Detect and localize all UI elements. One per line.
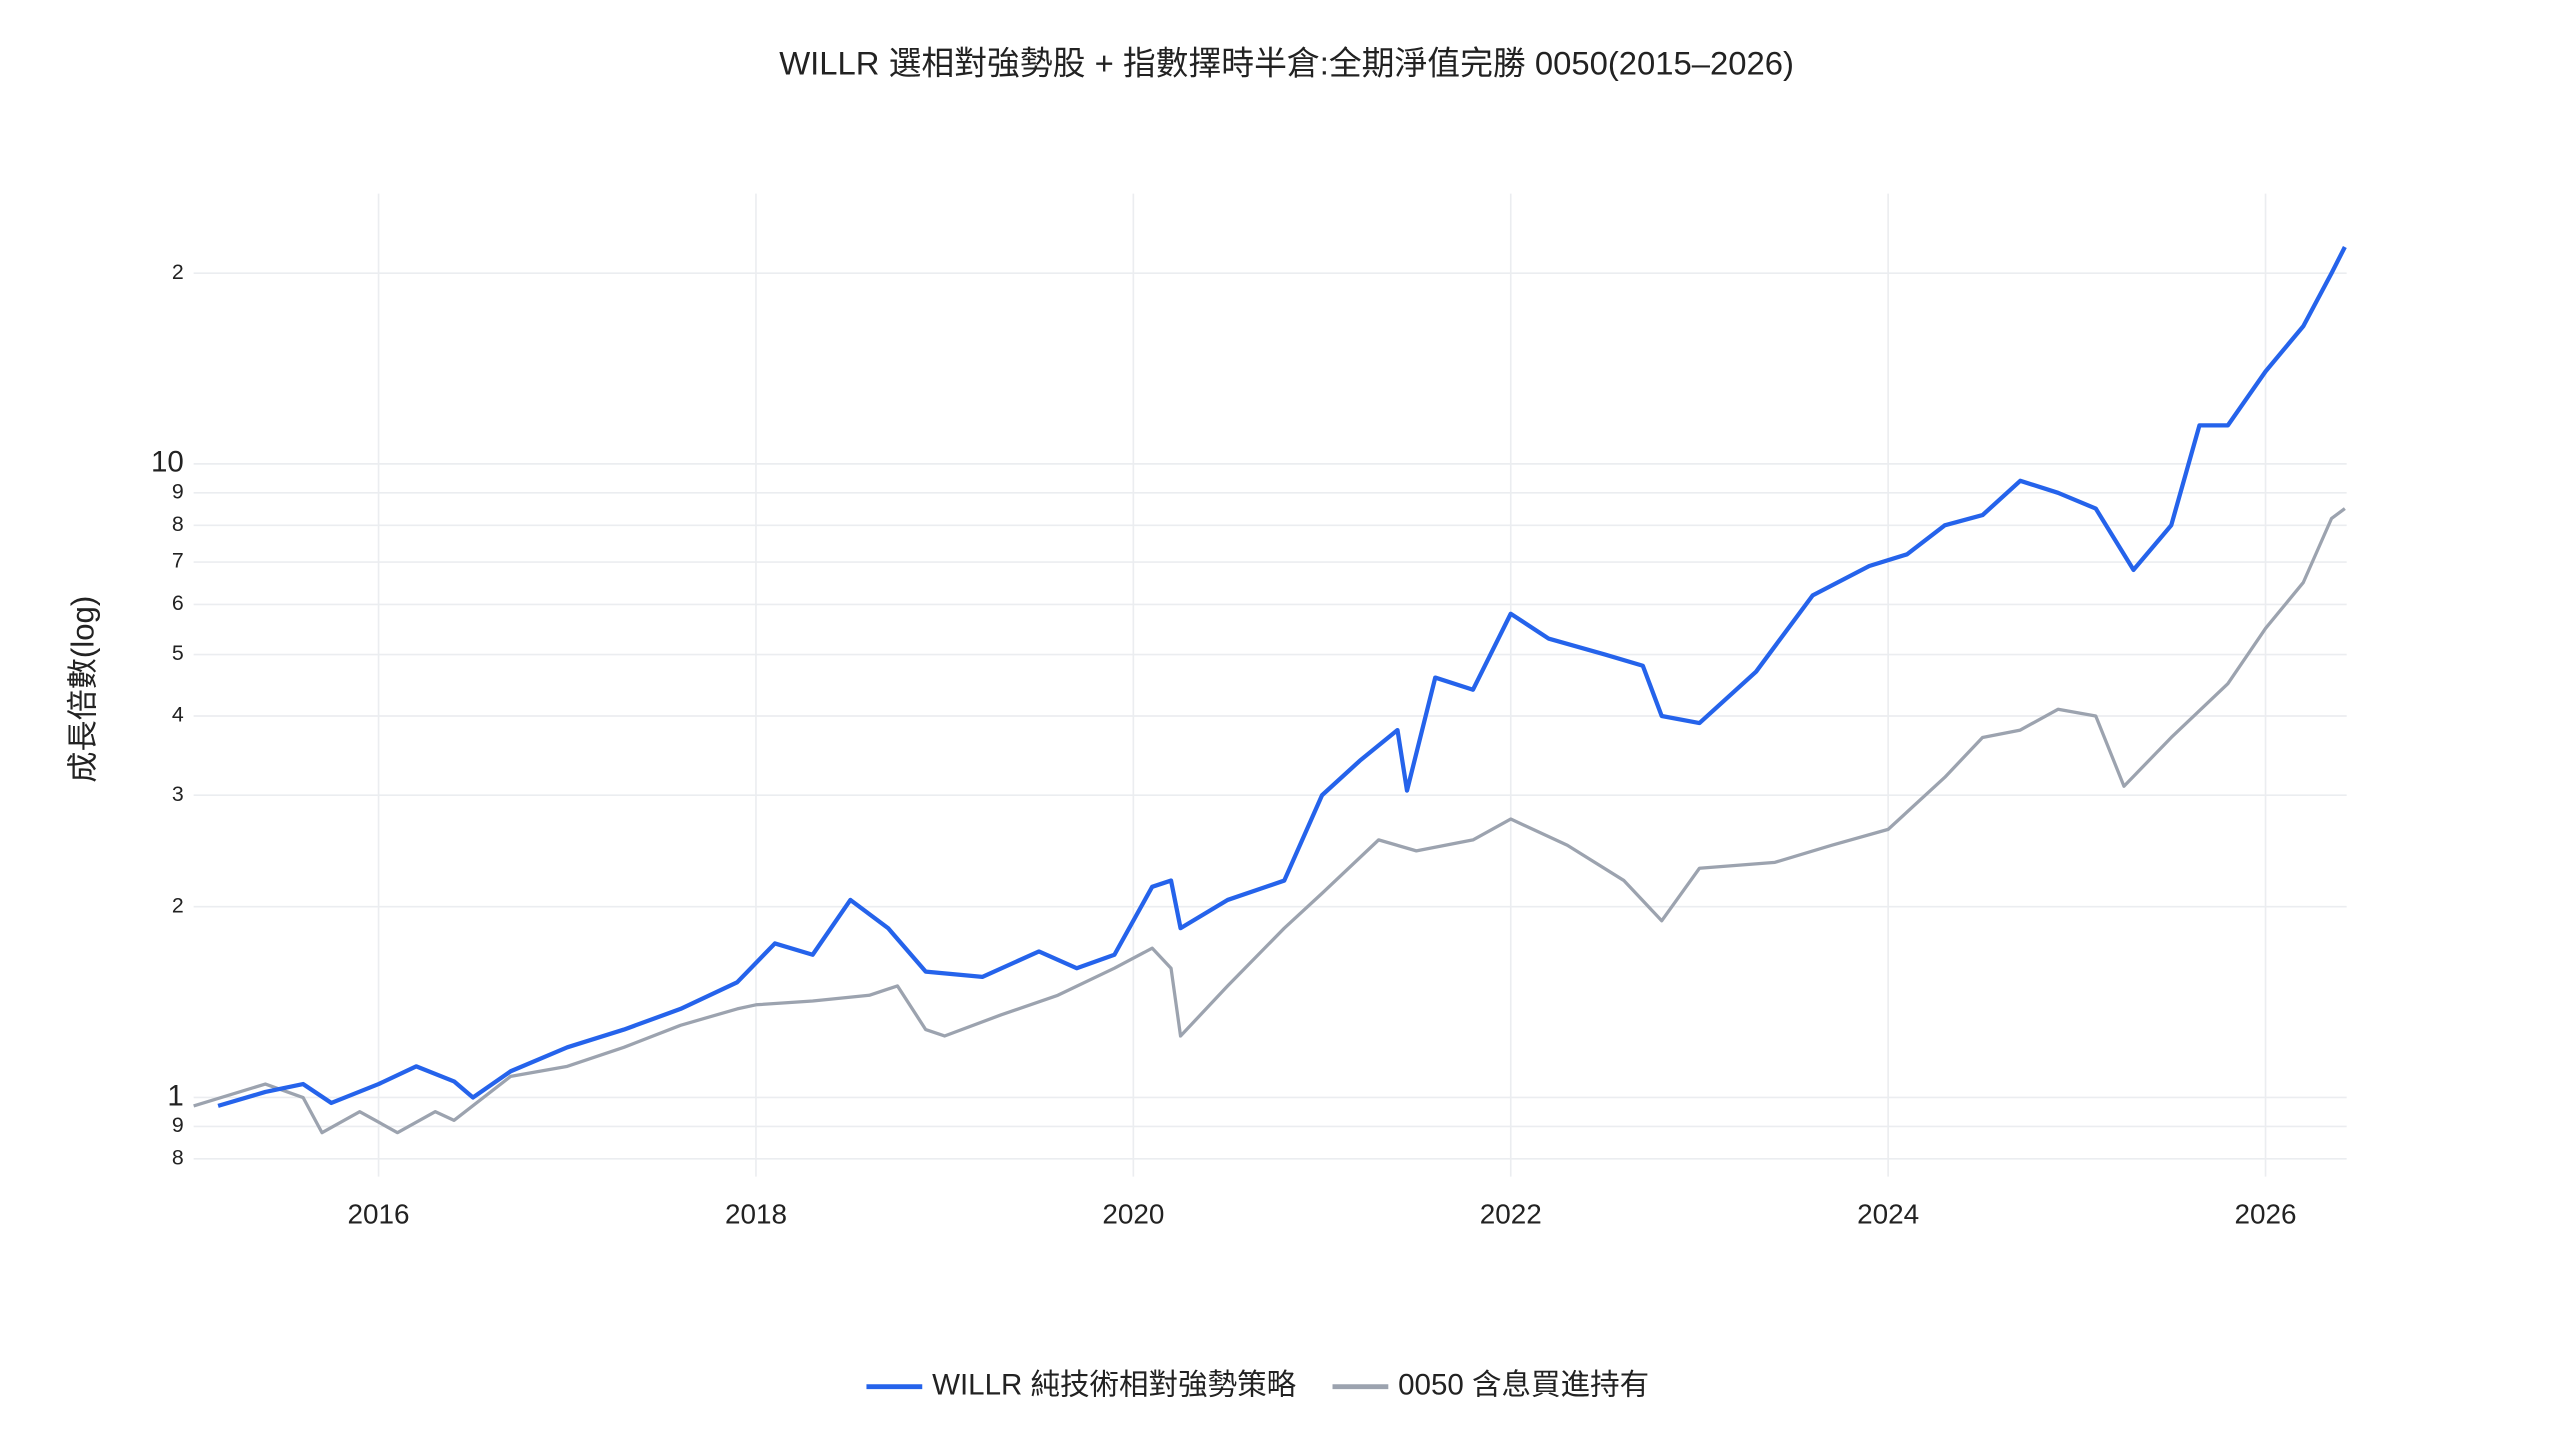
x-tick-label: 2024	[1857, 1198, 1919, 1229]
y-tick-label: 10	[151, 446, 184, 479]
x-tick-label: 2022	[1480, 1198, 1542, 1229]
x-tick-label: 2020	[1102, 1198, 1164, 1229]
legend-label: WILLR 純技術相對強勢策略	[932, 1368, 1297, 1401]
x-tick-label: 2026	[2235, 1198, 2297, 1229]
chart-title: WILLR 選相對強勢股 + 指數擇時半倉:全期淨值完勝 0050(2015–2…	[779, 44, 1794, 81]
y-tick-label: 9	[172, 1113, 184, 1137]
y-tick-label: 7	[172, 549, 184, 573]
y-tick-label: 5	[172, 641, 184, 665]
legend-label: 0050 含息買進持有	[1398, 1368, 1649, 1401]
y-tick-label: 6	[172, 591, 184, 615]
series-line	[193, 507, 2346, 1135]
x-tick-label: 2018	[725, 1198, 787, 1229]
y-tick-label: 1	[167, 1079, 183, 1112]
y-tick-label: 8	[172, 512, 184, 536]
y-axis-title: 成長倍數(log)	[66, 596, 101, 783]
y-tick-label: 3	[172, 782, 184, 806]
y-tick-label: 8	[172, 1145, 184, 1169]
y-tick-label: 2	[172, 893, 184, 917]
y-tick-label: 2	[172, 260, 184, 284]
x-tick-label: 2016	[348, 1198, 410, 1229]
y-tick-label: 9	[172, 480, 184, 504]
y-tick-label: 4	[172, 703, 184, 727]
series-line	[217, 246, 2347, 1108]
